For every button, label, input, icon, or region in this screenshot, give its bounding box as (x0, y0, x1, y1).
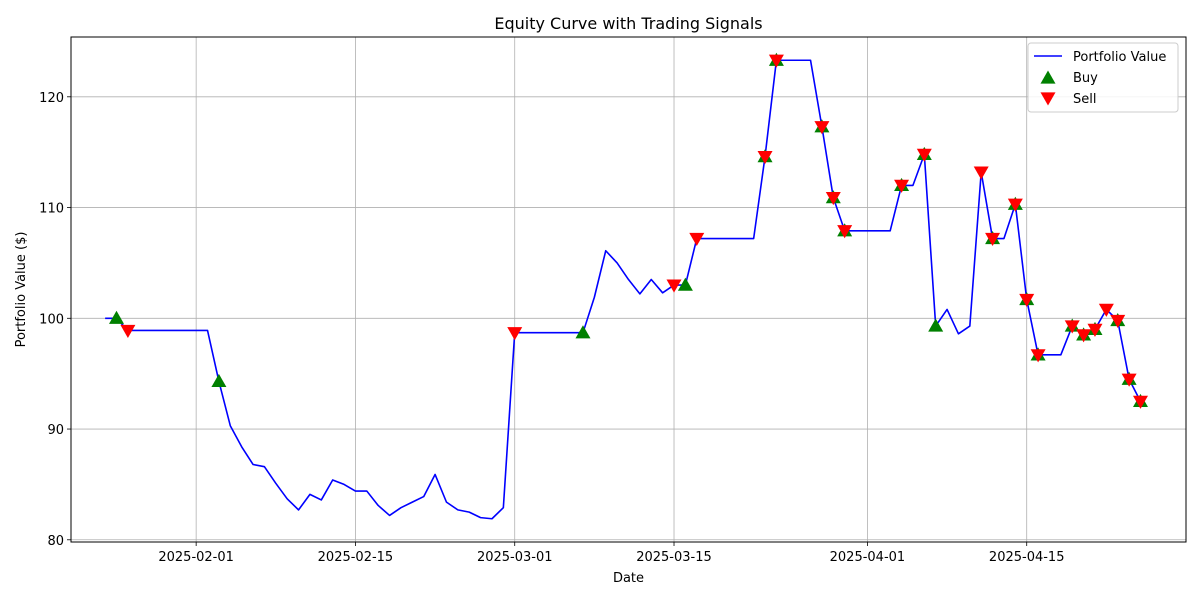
sell-signal-marker (985, 232, 1001, 247)
sell-signal-marker (120, 324, 136, 338)
sell-signal-marker (916, 148, 932, 162)
sell-signal-marker (757, 150, 773, 165)
sell-signal-marker (666, 279, 682, 293)
axis-ticks: 2025-02-01 2025-02-15 2025-03-01 2025-03-15… (39, 91, 1064, 565)
y-tick-label: 100 (39, 312, 64, 327)
legend-label: Sell (1073, 92, 1096, 107)
buy-signal-marker (211, 373, 227, 388)
buy-signal-marker (109, 310, 125, 324)
sell-signal-marker (1007, 198, 1023, 212)
sell-signal-marker (1087, 323, 1103, 337)
sell-signal-marker (1019, 293, 1035, 307)
x-tick-label: 2025-04-15 (989, 550, 1065, 565)
legend-sell-swatch (1040, 92, 1056, 106)
grid (71, 37, 1186, 542)
y-tick-label: 90 (47, 423, 64, 438)
buy-signal-marker (677, 277, 693, 291)
x-tick-label: 2025-02-01 (158, 550, 234, 565)
plot-area (105, 52, 1148, 520)
sell-signal-marker (894, 179, 910, 193)
x-tick-label: 2025-02-15 (318, 550, 394, 565)
legend-buy-swatch (1040, 70, 1056, 84)
sell-signal-marker (1110, 314, 1126, 329)
sell-signal-marker (825, 191, 841, 206)
legend-label: Portfolio Value (1073, 50, 1166, 65)
sell-signal-marker (973, 166, 989, 180)
y-tick-label: 110 (39, 202, 64, 217)
buy-signal-marker (928, 318, 944, 332)
sell-signal-marker (814, 121, 830, 135)
y-axis-label: Portfolio Value ($) (14, 232, 29, 348)
x-tick-label: 2025-03-15 (636, 550, 712, 565)
sell-signal-marker (1132, 395, 1148, 409)
y-tick-label: 120 (39, 91, 64, 106)
sell-signal-marker (837, 225, 853, 239)
portfolio-value-line (105, 59, 1142, 520)
legend-label: Buy (1073, 71, 1098, 86)
x-tick-label: 2025-03-01 (477, 550, 553, 565)
sell-signal-marker (1030, 349, 1046, 363)
legend: Portfolio Value Buy Sell (1027, 42, 1179, 113)
sell-signal-marker (507, 327, 523, 341)
sell-signal-marker (1121, 373, 1137, 387)
chart-title: Equity Curve with Trading Signals (494, 14, 762, 33)
sell-signal-marker (1076, 329, 1092, 343)
buy-signal-marker (575, 325, 591, 339)
sell-signal-marker (1064, 320, 1080, 334)
legend-box (1027, 42, 1179, 113)
axes-frame (70, 36, 1187, 543)
x-tick-label: 2025-04-01 (830, 550, 906, 565)
sell-signal-marker (689, 232, 705, 247)
sell-signal-marker (768, 54, 784, 68)
x-axis-label: Date (613, 571, 644, 586)
y-tick-label: 80 (47, 534, 64, 549)
sell-signal-marker (1098, 303, 1114, 317)
